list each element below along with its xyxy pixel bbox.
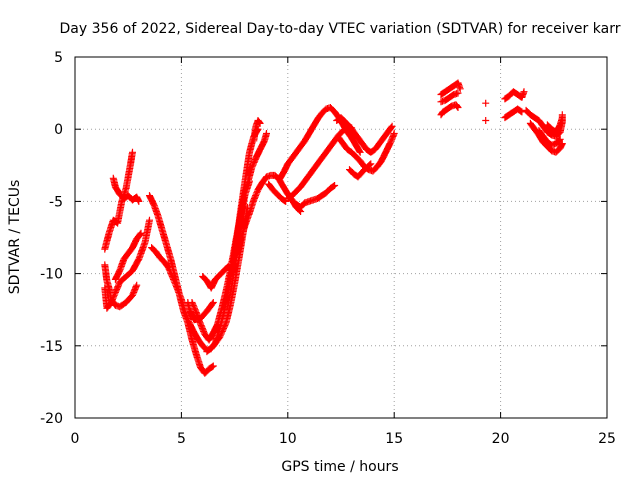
x-axis-label: GPS time / hours (281, 459, 398, 475)
y-tick-label: 5 (54, 50, 63, 66)
y-tick-label: -5 (49, 194, 63, 210)
grid-lines (75, 57, 607, 418)
x-tick-label: 0 (71, 431, 80, 447)
y-tick-label: -10 (40, 267, 63, 283)
x-tick-label: 25 (598, 431, 616, 447)
y-tick-label: -15 (40, 339, 63, 355)
data-points (101, 79, 566, 377)
y-axis-label: SDTVAR / TECUs (7, 180, 23, 295)
x-tick-label: 20 (492, 431, 510, 447)
y-tick-label: -20 (40, 411, 63, 427)
x-tick-label: 10 (279, 431, 297, 447)
plus-markers (101, 79, 566, 377)
x-tick-label: 5 (177, 431, 186, 447)
chart-title: Day 356 of 2022, Sidereal Day-to-day VTE… (60, 21, 621, 37)
x-tick-label: 15 (385, 431, 403, 447)
plot-frame (74, 56, 608, 419)
y-tick-label: 0 (54, 122, 63, 138)
axis-ticks: 0 5 10 15 20 25 -20 -15 -10 -5 0 5 (40, 50, 616, 447)
